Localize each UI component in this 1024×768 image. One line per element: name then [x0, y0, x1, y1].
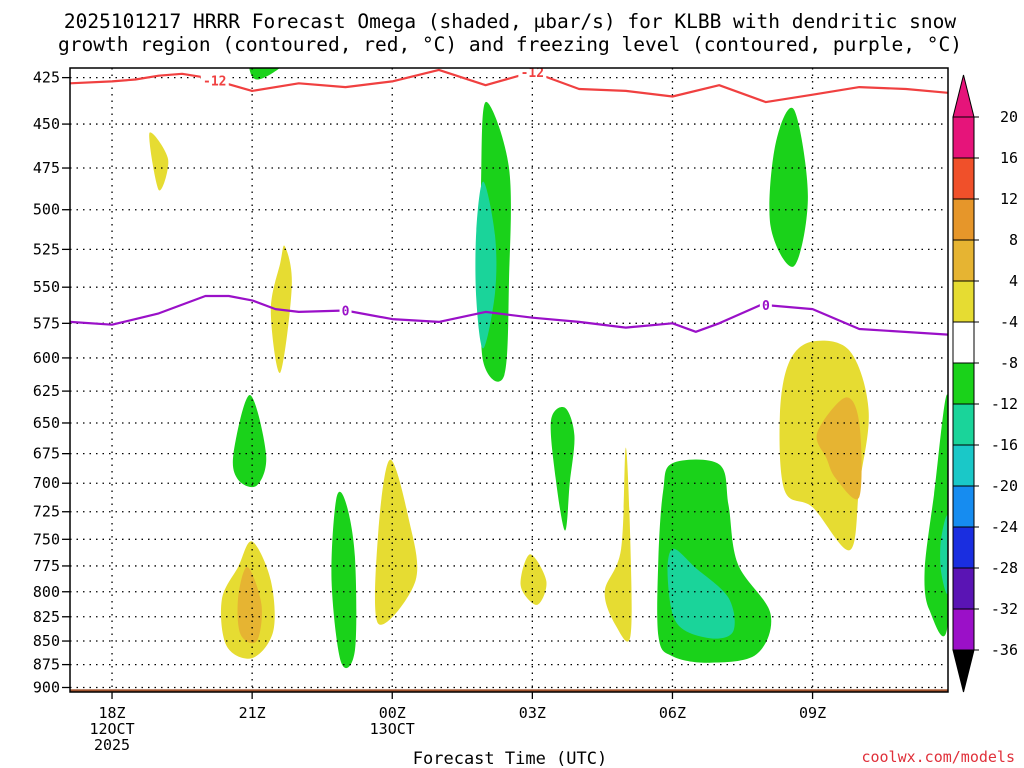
y-tick-label-850: 850 — [33, 632, 60, 650]
contour-label-2: 0 — [342, 305, 350, 320]
x-axis-label: Forecast Time (UTC) — [413, 749, 607, 768]
y-axis: 425 450 475 500 525 550 575 600 625 650 675 700 725 7… — [33, 69, 70, 696]
y-tick-label-775: 775 — [33, 557, 60, 575]
omega-region-15 — [520, 554, 547, 605]
surface-band — [70, 689, 948, 692]
credit-text: coolwx.com/models — [861, 748, 1015, 766]
chart-title-line1: 2025101217 HRRR Forecast Omega (shaded, … — [64, 10, 956, 33]
y-tick-label-550: 550 — [33, 278, 60, 296]
colorbar-swatch--4-to-4 — [952, 280, 975, 323]
y-tick-label-425: 425 — [33, 69, 60, 87]
omega-region-20 — [940, 515, 948, 594]
x-tick-label-03Z-1: 03Z — [519, 704, 546, 722]
colorbar-swatch--20-to--16 — [952, 444, 975, 487]
y-tick-label-475: 475 — [33, 159, 60, 177]
x-tick-label-18Z-2: 12OCT — [89, 720, 134, 738]
colorbar-label--12: -12 — [991, 395, 1018, 413]
x-tick-label-21Z-1: 21Z — [239, 704, 266, 722]
omega-region-12 — [331, 491, 357, 669]
y-tick-label-750: 750 — [33, 530, 60, 548]
x-tick-label-18Z-1: 18Z — [98, 704, 125, 722]
y-tick-label-825: 825 — [33, 608, 60, 626]
y-tick-label-875: 875 — [33, 656, 60, 674]
y-tick-label-500: 500 — [33, 201, 60, 219]
y-tick-label-650: 650 — [33, 414, 60, 432]
y-tick-label-725: 725 — [33, 503, 60, 521]
y-tick-label-450: 450 — [33, 115, 60, 133]
plot-area: -12 -12 0 0 — [69, 66, 949, 693]
colorbar-swatch--32-to--28 — [952, 567, 975, 610]
y-tick-label-900: 900 — [33, 678, 60, 696]
contour-label-bg-2 — [339, 303, 352, 318]
colorbar-swatch--8-to--4 — [952, 321, 975, 364]
omega-region-14 — [237, 566, 262, 644]
omega-region-4 — [475, 181, 497, 349]
contour-label-bg-1 — [518, 68, 547, 79]
contour-line-0 — [70, 68, 948, 104]
colorbar-swatch--28-to--24 — [952, 526, 975, 569]
x-tick-label-00Z-1: 00Z — [379, 704, 406, 722]
colorbar-label-16: 16 — [1000, 149, 1018, 167]
chart-title-line2: growth region (contoured, red, °C) and f… — [58, 33, 962, 56]
y-tick-label-700: 700 — [33, 474, 60, 492]
colorbar-label--28: -28 — [991, 559, 1018, 577]
colorbar-swatch-16-to-20 — [952, 116, 975, 159]
contour-label-3: 0 — [762, 299, 770, 314]
omega-region-10 — [550, 407, 575, 531]
colorbar-swatch--24-to--20 — [952, 485, 975, 528]
x-tick-label-06Z-1: 06Z — [659, 704, 686, 722]
colorbar-top-triangle — [952, 74, 975, 118]
colorbar-label--36: -36 — [991, 641, 1018, 659]
colorbar-label-12: 12 — [1000, 190, 1018, 208]
omega-region-11 — [374, 459, 418, 625]
colorbar-swatch--16-to--12 — [952, 403, 975, 446]
contour-label-1: -12 — [521, 66, 544, 81]
colorbar-label--8: -8 — [1000, 354, 1018, 372]
omega-region-5 — [769, 107, 808, 267]
colorbar-label--4: -4 — [1000, 313, 1018, 331]
colorbar-label--24: -24 — [991, 518, 1018, 536]
plot-frame — [69, 67, 949, 693]
contour-label-bg-0 — [200, 73, 229, 88]
colorbar-swatch-4-to-8 — [952, 239, 975, 282]
contour-label-bg-3 — [759, 298, 772, 313]
y-tick-label-800: 800 — [33, 583, 60, 601]
omega-region-7 — [232, 394, 267, 488]
colorbar-label--20: -20 — [991, 477, 1018, 495]
colorbar-swatch--36-to--32 — [952, 608, 975, 651]
colorbar-label--32: -32 — [991, 600, 1018, 618]
omega-region-19 — [924, 394, 948, 637]
x-tick-label-00Z-2: 13OCT — [370, 720, 415, 738]
colorbar-label-20: 20 — [1000, 108, 1018, 126]
contour-label-0: -12 — [203, 74, 226, 89]
x-tick-label-18Z-3: 2025 — [94, 736, 130, 754]
colorbar-swatch-8-to-12 — [952, 198, 975, 241]
colorbar-bottom-triangle — [952, 649, 975, 693]
y-tick-label-525: 525 — [33, 240, 60, 258]
colorbar-swatch-12-to-16 — [952, 157, 975, 200]
colorbar-swatch--12-to--8 — [952, 362, 975, 405]
colorbar-label--16: -16 — [991, 436, 1018, 454]
omega-region-0 — [249, 68, 280, 80]
omega-region-16 — [604, 447, 632, 642]
contour-line-1 — [70, 294, 948, 336]
x-tick-label-09Z-1: 09Z — [799, 704, 826, 722]
omega-region-2 — [149, 132, 169, 191]
colorbar: -36 -32 -28 -24 -20 -16 -12 -8 -4 4 8 12 16 20 — [952, 74, 1018, 693]
colorbar-label-4: 4 — [1009, 272, 1018, 290]
y-tick-label-625: 625 — [33, 382, 60, 400]
colorbar-label-8: 8 — [1009, 231, 1018, 249]
omega-region-18 — [667, 548, 735, 639]
y-tick-label-600: 600 — [33, 349, 60, 367]
y-tick-label-575: 575 — [33, 314, 60, 332]
y-tick-label-675: 675 — [33, 445, 60, 463]
